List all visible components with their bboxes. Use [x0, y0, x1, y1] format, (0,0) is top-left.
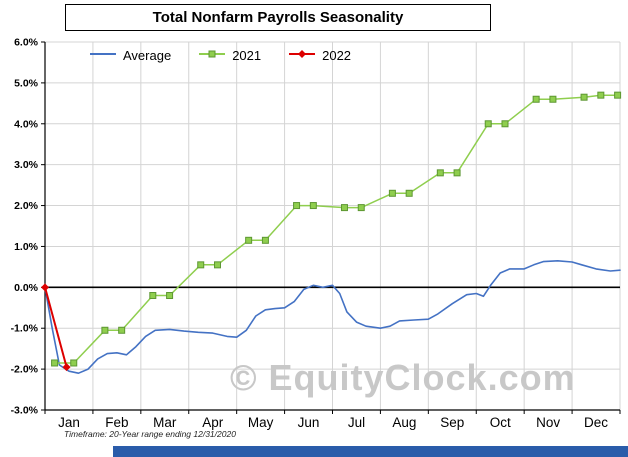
marker-square — [597, 91, 605, 99]
marker-diamond — [41, 283, 49, 292]
y-tick-label: 5.0% — [14, 77, 39, 89]
y-tick-label: 4.0% — [14, 118, 39, 130]
month-label: Jul — [348, 415, 365, 430]
marker-square — [405, 189, 413, 197]
y-tick-label: 0.0% — [14, 282, 39, 294]
legend-item-average: Average — [88, 48, 171, 63]
month-label: Nov — [536, 415, 560, 430]
month-label: Dec — [584, 415, 608, 430]
series-layer — [41, 91, 622, 375]
y-tick-label: 1.0% — [14, 241, 39, 253]
month-label: Mar — [153, 415, 177, 430]
month-label: May — [248, 415, 274, 430]
marker-square — [388, 189, 396, 197]
legend-label-2021: 2021 — [232, 48, 262, 63]
marker-square — [70, 359, 78, 367]
series-2021-line — [53, 94, 619, 364]
marker-square — [261, 236, 269, 244]
y-tick-label: 2.0% — [14, 200, 39, 212]
chart-title: Total Nonfarm Payrolls Seasonality — [152, 9, 404, 26]
y-tick-label: 3.0% — [14, 159, 39, 171]
legend-marker-square — [208, 50, 216, 58]
y-tick-label: -2.0% — [11, 364, 39, 376]
month-label: Oct — [490, 415, 511, 430]
chart-title-box: Total Nonfarm Payrolls Seasonality — [65, 4, 491, 31]
month-label: Feb — [105, 415, 128, 430]
marker-square — [501, 120, 509, 128]
timeframe-footnote: Timeframe: 20-Year range ending 12/31/20… — [64, 429, 236, 439]
marker-diamond — [62, 363, 71, 372]
marker-square — [51, 359, 59, 367]
series-2022-line — [44, 286, 68, 369]
marker-square — [214, 261, 221, 269]
y-tick-label: -1.0% — [11, 323, 39, 335]
grid-layer — [45, 41, 621, 411]
marker-square — [309, 202, 317, 210]
average-line-swatch — [88, 48, 118, 63]
marker-square — [549, 95, 557, 103]
legend-swatch-graphic — [90, 53, 116, 55]
legend-label-average: Average — [123, 48, 172, 63]
month-label: Jun — [298, 415, 320, 430]
axis-labels-layer: 6.0% 5.0% 4.0% 3.0% 2.0% 1.0% 0.0% -1.0% -2.0% -3… — [11, 37, 609, 431]
month-label: Apr — [202, 415, 224, 430]
marker-square — [436, 169, 444, 177]
legend-swatch-graphic — [289, 50, 316, 58]
legend-swatch-graphic — [199, 50, 226, 58]
marker-square — [293, 202, 301, 210]
marker-square — [484, 120, 492, 128]
legend-label-2022: 2022 — [322, 48, 352, 63]
bottom-banner — [113, 446, 628, 457]
2022-line-swatch — [287, 48, 317, 63]
month-label: Jan — [58, 415, 80, 430]
legend-item-2021: 2021 — [197, 48, 261, 63]
marker-square — [118, 326, 126, 334]
legend-item-2022: 2022 — [287, 48, 351, 63]
marker-square — [149, 292, 157, 300]
marker-square — [532, 95, 540, 103]
2021-line-swatch — [197, 48, 227, 63]
marker-square — [101, 326, 109, 334]
month-label: Sep — [440, 415, 464, 430]
y-tick-label: -3.0% — [11, 405, 39, 417]
month-label: Aug — [392, 415, 416, 430]
marker-square — [580, 93, 588, 101]
marker-square — [357, 204, 365, 212]
marker-square — [453, 169, 461, 177]
legend-marker-diamond — [298, 50, 307, 58]
legend: Average 2021 2022 — [88, 48, 351, 63]
watermark: © EquityClock.com — [230, 357, 576, 398]
marker-square — [614, 91, 622, 99]
marker-square — [340, 204, 348, 212]
marker-square — [197, 261, 205, 269]
y-tick-label: 6.0% — [14, 37, 39, 49]
axes-layer — [41, 41, 621, 414]
series-average-line — [44, 259, 621, 375]
marker-square — [245, 236, 253, 244]
marker-square — [166, 292, 174, 300]
